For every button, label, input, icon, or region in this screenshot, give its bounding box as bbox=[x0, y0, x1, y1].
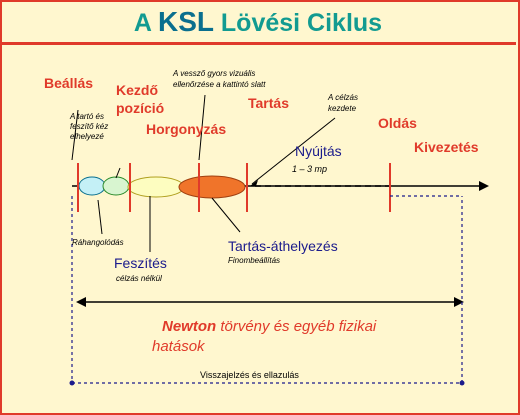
note-vesszo-1: A vessző gyors vizuális bbox=[172, 69, 255, 78]
label-hatasok: hatások bbox=[152, 338, 206, 355]
title-ksl: KSL bbox=[157, 6, 214, 37]
label-nyujtas: Nyújtás bbox=[295, 143, 342, 159]
note-celzas-1: A célzás bbox=[327, 93, 358, 102]
newton-arrow-left bbox=[76, 297, 86, 307]
pointer-celzas bbox=[251, 117, 336, 185]
label-finombeallitas: Finombeállítás bbox=[228, 256, 280, 265]
newton-arrow-right bbox=[454, 297, 464, 307]
label-visszajelzes: Visszajelzés és ellazulás bbox=[200, 370, 299, 380]
note-taroto-2: feszítő kéz bbox=[70, 122, 108, 131]
label-kezdo-2: pozíció bbox=[116, 100, 164, 116]
note-rahangolodas: Ráhangolódás bbox=[72, 238, 124, 247]
pointer-tartas-athelyezes bbox=[211, 197, 241, 233]
label-feszites: Feszítés bbox=[114, 255, 167, 271]
title-suffix: Lövési Ciklus bbox=[213, 9, 383, 37]
pointer-rahangolodas bbox=[97, 199, 103, 235]
note-taroto-1: A tartó és bbox=[69, 112, 104, 121]
title-area: A KSL Lövési Ciklus bbox=[0, 0, 516, 42]
label-tartas-athelyezes: Tartás-áthelyezés bbox=[228, 238, 338, 254]
title-underline bbox=[0, 42, 516, 45]
phase-ellipse-cyan bbox=[78, 176, 106, 196]
label-kezdo-1: Kezdő bbox=[116, 82, 158, 98]
timeline-arrowhead bbox=[479, 181, 489, 191]
note-vesszo-2: ellenőrzése a kattintó slatt bbox=[173, 80, 266, 89]
slide-title: A KSL Lövési Ciklus bbox=[0, 6, 516, 38]
label-nyujtas-time: 1 – 3 mp bbox=[292, 164, 327, 174]
phase-ellipse-green bbox=[102, 176, 130, 196]
label-newton-rest: törvény és egyéb fizikai bbox=[216, 318, 377, 335]
note-taroto-3: elhelyezé bbox=[70, 132, 104, 141]
label-newton-bold: Newton bbox=[162, 318, 216, 335]
pointer-beallas bbox=[71, 109, 79, 161]
note-celzas-2: kezdete bbox=[328, 104, 357, 113]
feedback-dot-left bbox=[69, 380, 75, 386]
label-kivezetes: Kivezetés bbox=[414, 139, 479, 155]
label-newton: Newton törvény és egyéb fizikai bbox=[162, 318, 377, 335]
pointer-taroto bbox=[115, 167, 121, 179]
pointer-celzas-head bbox=[250, 180, 258, 186]
phase-ellipse-yellow bbox=[127, 176, 185, 198]
title-prefix: A bbox=[133, 9, 158, 37]
phase-ellipse-orange bbox=[178, 175, 246, 199]
label-oldas: Oldás bbox=[378, 115, 417, 131]
label-beallas: Beállás bbox=[44, 75, 93, 91]
label-horgonyzas: Horgonyzás bbox=[146, 121, 226, 137]
label-tartas: Tartás bbox=[248, 95, 289, 111]
pointer-vesszo bbox=[198, 94, 206, 161]
feedback-dot-right bbox=[459, 380, 465, 386]
label-feszites-sub: célzás nélkül bbox=[116, 274, 162, 283]
